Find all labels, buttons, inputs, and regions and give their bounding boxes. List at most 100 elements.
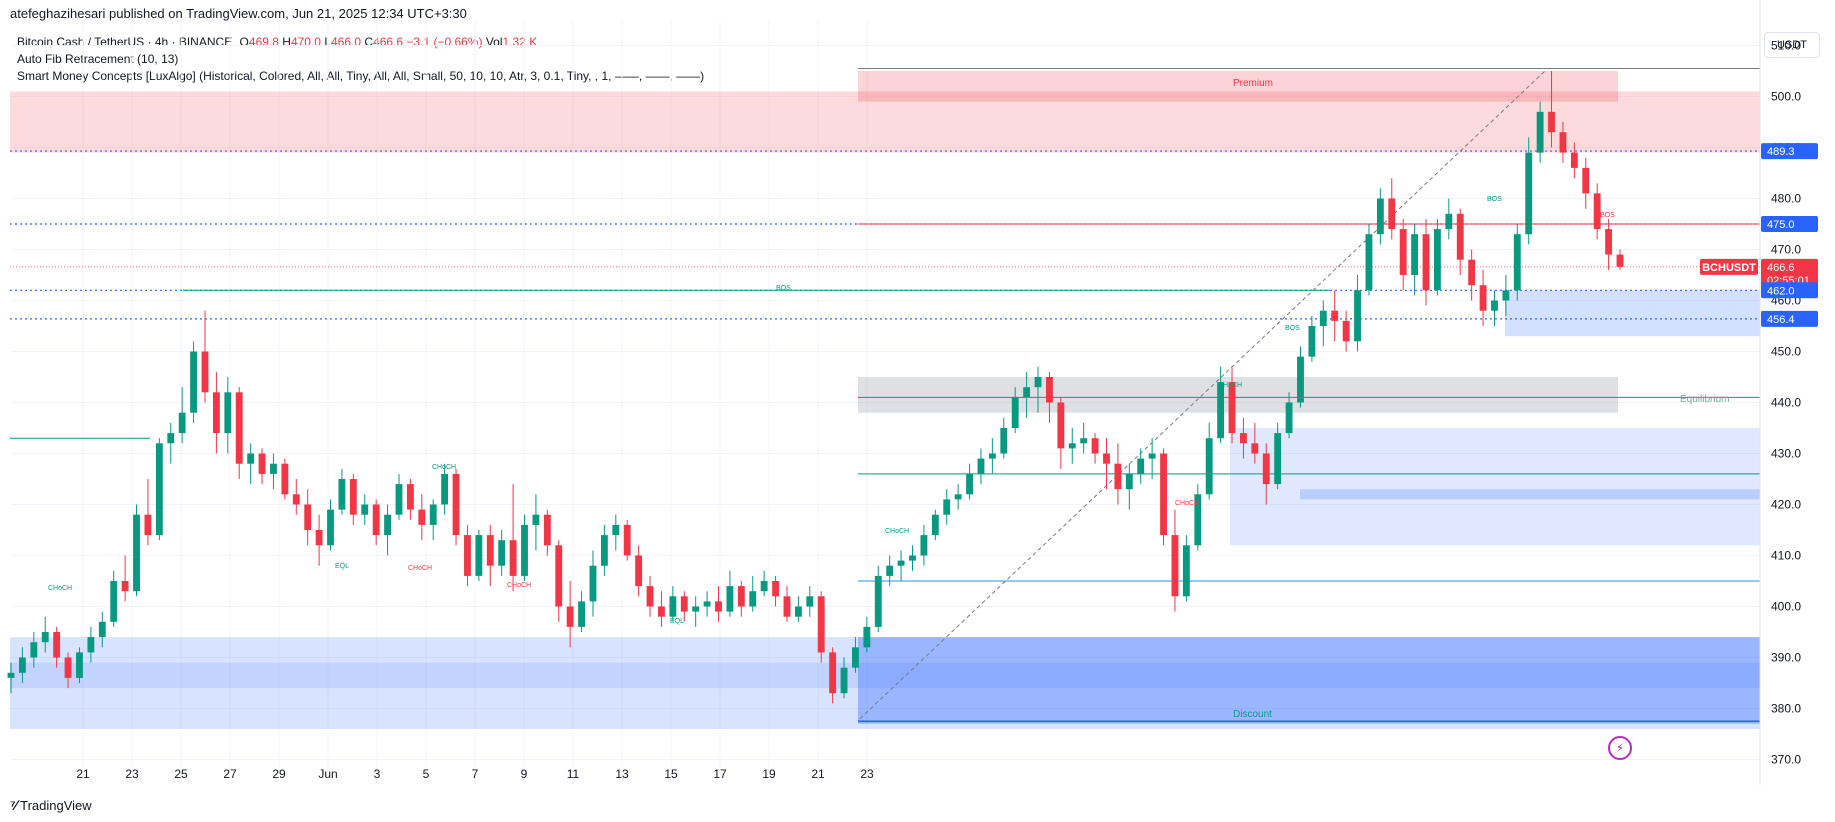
candle-body [1046, 377, 1053, 403]
candle-body [7, 672, 15, 678]
candle-body [53, 632, 61, 658]
candle-body [155, 443, 163, 536]
candle-body [1422, 234, 1430, 291]
candle-body [886, 565, 894, 576]
y-tick-label: 450.0 [1771, 345, 1801, 359]
candle-body [1491, 300, 1498, 311]
candle-body [41, 632, 49, 643]
candle-body [315, 530, 323, 546]
candle-body [110, 581, 118, 622]
annotation-label: CHoCH [408, 565, 432, 572]
candle-body [475, 535, 483, 576]
annotation-label: CHoCH [1175, 500, 1199, 507]
candle-body [1297, 356, 1304, 403]
candle-body [498, 540, 506, 566]
premium-zone-upper [858, 71, 1618, 102]
candle-body [566, 606, 574, 627]
candle-body [1000, 428, 1008, 454]
candle-body [692, 606, 700, 612]
candle-body [1559, 132, 1567, 153]
annotation-label: CHoCH [1218, 382, 1242, 389]
candle-body [1308, 326, 1316, 357]
candle-body [258, 453, 266, 474]
candle-body [737, 586, 745, 607]
candle-body [543, 514, 551, 546]
candle-body [954, 494, 962, 500]
candle-body [281, 463, 289, 495]
x-tick-label: 7 [472, 767, 479, 781]
candle-body [133, 514, 140, 592]
y-tick-label: 470.0 [1771, 243, 1801, 257]
y-tick-label: 410.0 [1771, 549, 1801, 563]
footer-brand: ⁷⁄ TradingView [10, 797, 92, 813]
orderblock-mid [1230, 428, 1760, 546]
candle-body [863, 626, 871, 648]
candle-body [532, 514, 540, 525]
candle-body [1217, 382, 1225, 439]
candle-body [623, 524, 631, 556]
y-tick-label: 390.0 [1771, 651, 1801, 665]
annotation-label: BOS [1487, 196, 1502, 203]
candle-body [1080, 438, 1088, 444]
price-label: 456.4 [1767, 314, 1795, 326]
candle-body [76, 652, 83, 678]
candle-body [441, 473, 449, 505]
x-tick-label: 13 [615, 767, 629, 781]
discount-zone [10, 637, 1760, 729]
price-label: 489.3 [1767, 146, 1795, 158]
candle-body [30, 642, 38, 658]
candle-body [509, 540, 517, 576]
lightning-icon[interactable]: ⚡ [1608, 736, 1632, 760]
candle-body [464, 535, 471, 576]
price-label-box [1761, 143, 1818, 160]
candle-body [635, 555, 643, 587]
candle-body [874, 575, 882, 627]
candle-body [98, 621, 106, 638]
currency-selector[interactable]: USDT [1764, 32, 1820, 58]
price-label-box [1761, 282, 1818, 299]
candle-body [1479, 285, 1487, 311]
candle-body [64, 657, 72, 678]
last-price-box [1761, 258, 1818, 289]
tradingview-logo-icon: ⁷⁄ [10, 797, 17, 813]
y-tick-label: 380.0 [1771, 702, 1801, 716]
indicator-fib[interactable]: Auto Fib Retracement (10, 13) [17, 52, 179, 66]
x-tick-label: 23 [125, 767, 139, 781]
candle-body [304, 504, 312, 530]
candle-body [680, 596, 688, 612]
candle-body [235, 392, 243, 464]
x-tick-label: 21 [76, 767, 90, 781]
price-label: 462.0 [1767, 285, 1795, 297]
x-tick-label: 19 [762, 767, 776, 781]
equilibrium-zone [858, 377, 1618, 413]
y-tick-label: 400.0 [1771, 600, 1801, 614]
candle-body [452, 473, 460, 536]
candle-body [327, 509, 334, 546]
candle-body [1593, 193, 1601, 230]
candle-body [817, 596, 825, 653]
annotation-label: CHoCH [507, 582, 531, 589]
candle-body [384, 514, 391, 536]
annotation-label: BOS [776, 285, 791, 292]
candle-body [1262, 453, 1270, 485]
candle-body [852, 647, 859, 668]
candle-body [658, 606, 665, 617]
candle-body [338, 479, 346, 510]
candle-body [1148, 453, 1156, 459]
x-tick-label: 15 [664, 767, 678, 781]
candle-body [920, 535, 928, 556]
brand-name: TradingView [20, 797, 92, 813]
candle-body [1057, 402, 1065, 449]
candle-body [1114, 463, 1122, 490]
indicator-smc[interactable]: Smart Money Concepts [LuxAlgo] (Historic… [17, 69, 705, 83]
candle-body [589, 565, 597, 602]
y-tick-label: 500.0 [1771, 90, 1801, 104]
candle-body [1616, 254, 1624, 267]
candle-body [1388, 198, 1396, 230]
candle-body [1285, 402, 1293, 434]
candle-body [1605, 229, 1613, 255]
candle-body [1023, 387, 1031, 398]
y-tick-label: 430.0 [1771, 447, 1801, 461]
symbol-tag-box [1700, 258, 1758, 275]
